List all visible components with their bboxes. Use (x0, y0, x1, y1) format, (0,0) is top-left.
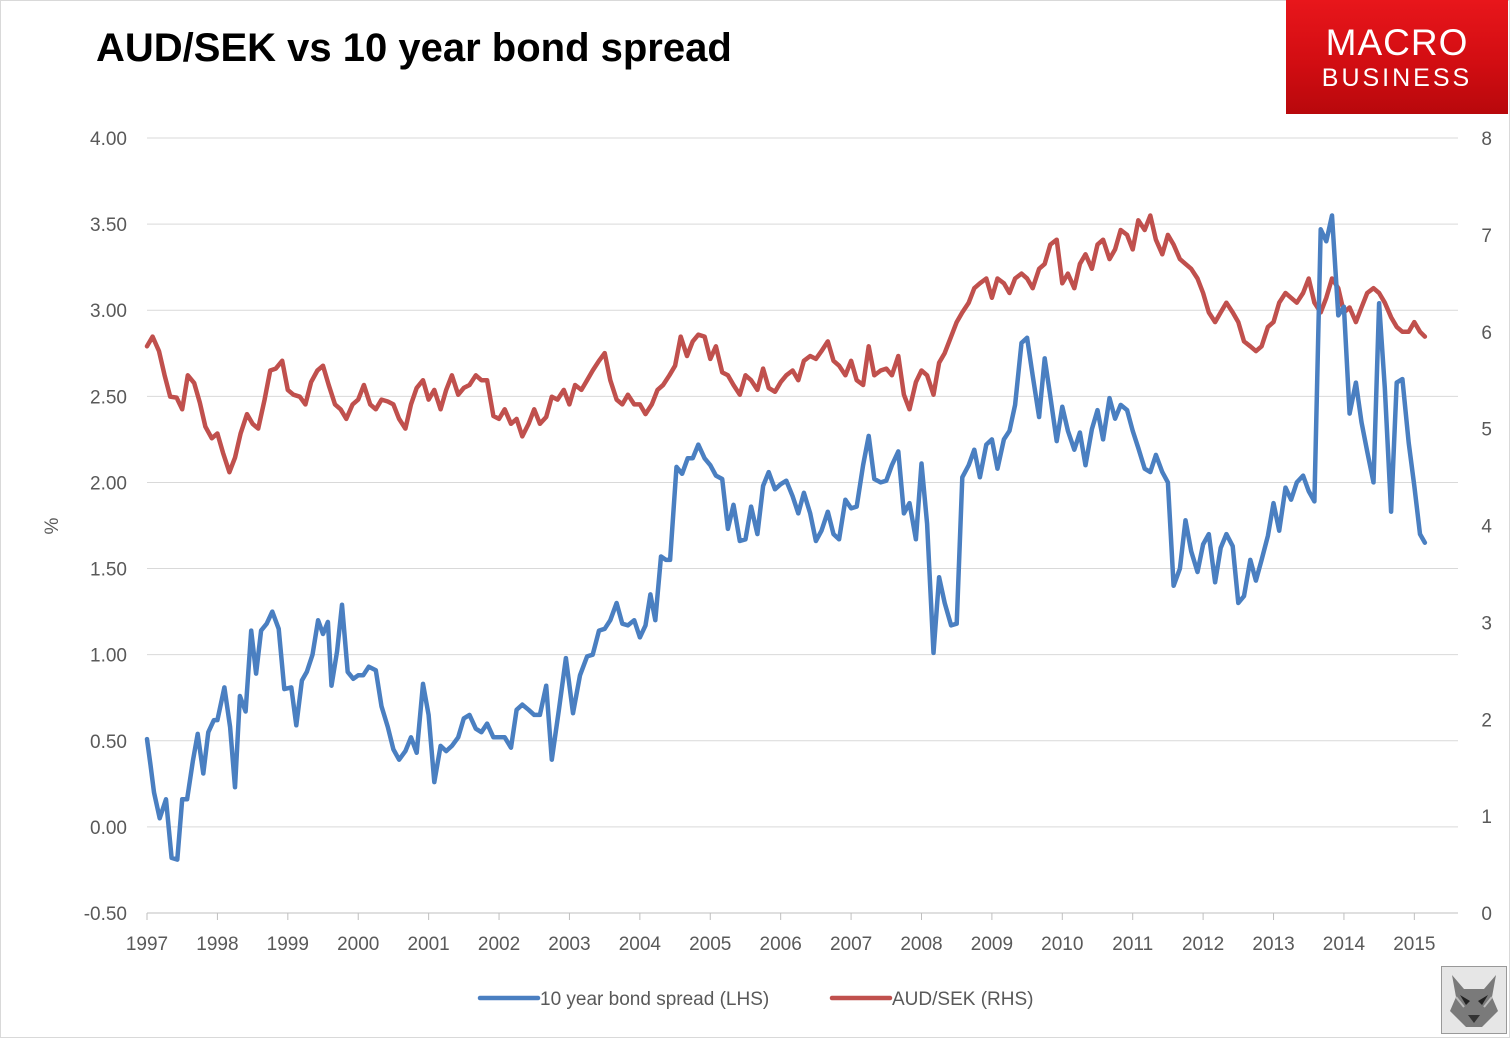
legend-label: 10 year bond spread (LHS) (540, 989, 769, 1010)
wolf-icon (1441, 966, 1507, 1034)
left-axis-ticks: -0.50 0.00 0.50 1.00 1.50 2.00 2.50 3.00 3.50 4.0… (84, 129, 127, 925)
series-lines (144, 213, 1428, 862)
left-tick-label: 1.00 (90, 646, 127, 667)
logo-line-business: BUSINESS (1321, 64, 1473, 92)
legend-label: AUD/SEK (RHS) (892, 989, 1033, 1010)
x-tick-label: 2010 (1041, 934, 1083, 955)
right-tick-label: 5 (1481, 420, 1492, 441)
x-tick-label: 1998 (196, 934, 238, 955)
x-tick-label: 2001 (407, 934, 449, 955)
gridlines (147, 137, 1458, 914)
x-tick-label: 2014 (1323, 934, 1366, 955)
left-tick-label: 2.00 (90, 473, 127, 494)
series-line-bond-spread (144, 213, 1428, 862)
left-tick-label: 1.50 (90, 560, 127, 581)
right-axis-ticks: 0 1 2 3 4 5 6 7 8 (1481, 129, 1492, 925)
right-tick-label: 0 (1481, 904, 1492, 925)
x-tick-label: 2000 (337, 934, 379, 955)
x-axis-ticks: 1997 1998 1999 2000 2001 2002 2003 2004 2005 2006… (126, 912, 1458, 955)
left-tick-label: 0.00 (90, 818, 127, 839)
right-tick-label: 3 (1481, 613, 1492, 634)
x-tick-label: 2004 (619, 934, 662, 955)
right-tick-label: 2 (1481, 710, 1492, 731)
left-tick-label: 0.50 (90, 732, 127, 753)
right-tick-label: 8 (1481, 129, 1492, 150)
right-tick-label: 1 (1481, 807, 1492, 828)
legend: 10 year bond spread (LHS) AUD/SEK (RHS) (477, 989, 1033, 1010)
right-tick-label: 7 (1481, 226, 1492, 247)
x-tick-label: 2011 (1112, 934, 1153, 955)
series-line-aud-sek (144, 213, 1428, 475)
x-tick-label: 2009 (971, 934, 1013, 955)
x-tick-label: 2003 (548, 934, 590, 955)
x-tick-label: 1999 (267, 934, 309, 955)
right-tick-label: 6 (1481, 323, 1492, 344)
x-tick-label: 2012 (1182, 934, 1224, 955)
macro-business-logo: MACRO BUSINESS (1286, 0, 1508, 114)
x-tick-label: 2007 (830, 934, 872, 955)
logo-line-macro: MACRO (1325, 22, 1469, 63)
wolf-icon-drawing (1442, 967, 1506, 1033)
left-tick-label: 2.50 (90, 387, 127, 408)
x-tick-label: 2008 (900, 934, 942, 955)
x-tick-label: 2015 (1393, 934, 1435, 955)
left-tick-label: -0.50 (84, 904, 127, 925)
left-tick-label: 3.00 (90, 301, 127, 322)
x-tick-label: 2006 (760, 934, 802, 955)
y-axis-label-left: % (42, 517, 63, 534)
x-tick-label: 1997 (126, 934, 168, 955)
x-tick-label: 2013 (1252, 934, 1294, 955)
x-tick-label: 2002 (478, 934, 520, 955)
x-tick-label: 2005 (689, 934, 731, 955)
right-tick-label: 4 (1481, 517, 1492, 538)
chart-title: AUD/SEK vs 10 year bond spread (96, 26, 732, 70)
left-tick-label: 4.00 (90, 129, 127, 150)
left-tick-label: 3.50 (90, 215, 127, 236)
